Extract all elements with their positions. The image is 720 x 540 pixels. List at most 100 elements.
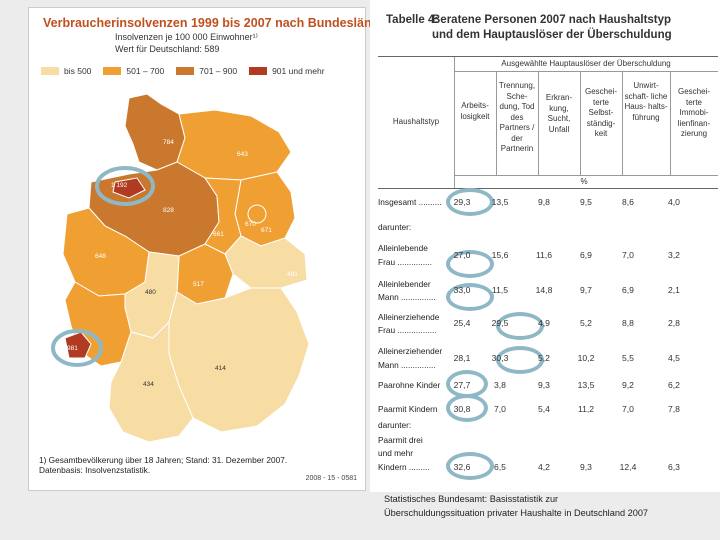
highlight-ring [496,312,544,340]
map-subtitle: Insolvenzen je 100 000 Einwohner¹⁾ [115,32,258,42]
table-cell: 9,3 [538,380,550,390]
table-cell: 4,2 [538,462,550,472]
table-cell: 9,5 [580,197,592,207]
highlight-ring [446,250,494,278]
table-header: Ausgewählte Hauptauslöser der Überschuld… [378,56,718,189]
region-value-sachsen-anhalt: 661 [213,231,224,238]
row-label: Insgesamt .......... [378,197,442,207]
table-cell: 5,2 [538,353,550,363]
map-figure-code: 2008 - 15 - 0581 [305,475,357,482]
table-cell: 7,0 [494,404,506,414]
table-cell: 11,2 [577,404,595,414]
row-label: Alleinlebender [378,279,431,289]
column-header: Unwirt- schaft- liche Haus- halts- führu… [624,81,668,122]
highlight-ring [446,283,494,311]
legend-item: bis 500 [41,66,91,76]
legend-swatch [249,67,268,75]
table-divider [454,71,718,72]
table-cell: 5,4 [538,404,550,414]
table-cell: 11,5 [491,285,509,295]
region-value-brandenburg: 671 [261,227,272,234]
highlight-ring-saarland [51,329,103,367]
region-value-saarland: 981 [67,345,78,352]
column-header: Arbeits- losigkeit [460,101,490,121]
table-divider [454,175,718,176]
row-label: Paarmit drei [378,435,423,445]
row-label: Frau ............... [378,257,432,267]
table-cell: 12,4 [619,462,637,472]
row-label: Paarohne Kinder [378,380,441,390]
table-cell: 9,2 [622,380,634,390]
row-label: Alleinlebende [378,243,428,253]
table-cell: 5,2 [580,318,592,328]
region-value-hessen: 480 [145,289,156,296]
table-cell: 14,8 [535,285,553,295]
table-cell: 27,7 [453,380,471,390]
table-figure: Tabelle 4: Beratene Personen 2007 nach H… [370,0,720,492]
row-label: Mann ............... [378,292,436,302]
legend-label: 701 – 900 [199,66,238,76]
region-value-nordrhein-westfalen: 648 [95,253,106,260]
region-value-niedersachsen: 828 [163,207,174,214]
row-label: darunter: [378,420,412,430]
column-header: Geschei- terte Immobi- lienfinan- zierun… [677,87,711,138]
region-value-mecklenburg-vorpommern: 643 [237,151,248,158]
map-national-value: Wert für Deutschland: 589 [115,44,220,54]
legend-item: 901 und mehr [249,66,325,76]
highlight-ring [446,188,494,216]
legend-swatch [176,67,195,75]
unit-label: % [580,177,588,186]
table-cell: 30,8 [453,404,471,414]
table-cell: 27,0 [453,250,471,260]
table-cell: 11,6 [535,250,553,260]
region-value-baden-wuerttemberg: 434 [143,381,154,388]
legend-label: 901 und mehr [272,66,325,76]
row-label: Alleinerziehender [378,346,443,356]
legend-item: 701 – 900 [176,66,237,76]
table-cell: 4,5 [668,353,680,363]
row-label: und mehr [378,448,414,458]
table-cell: 4,9 [538,318,550,328]
row-label: Paarmit Kindern [378,404,438,414]
region-berlin [247,204,267,224]
map-data-source: Datenbasis: Insolvenzstatistik. [39,465,151,475]
source-caption: Statistisches Bundesamt: Basisstatistik … [384,494,559,504]
column-header: Geschei- terte Selbst- ständig- keit [584,87,617,138]
table-cell: 9,8 [538,197,550,207]
table-cell: 8,6 [622,197,634,207]
table-cell: 7,0 [622,250,634,260]
table-cell: 6,9 [622,285,634,295]
map-figure: Verbraucherinsolvenzen 1999 bis 2007 nac… [28,7,399,491]
group-header: Ausgewählte Hauptauslöser der Überschuld… [501,59,671,68]
table-cell: 7,8 [668,404,680,414]
table-cell: 28,1 [453,353,471,363]
table-cell: 4,0 [668,197,680,207]
table-cell: 5,5 [622,353,634,363]
column-header: Erkran- kung, Sucht, Unfall [545,93,573,134]
highlight-ring [446,452,494,480]
region-mecklenburg-vorpommern [176,109,292,181]
table-title-line2: und dem Hauptauslöser der Überschuldung [432,29,672,41]
map-legend: bis 500 501 – 700 701 – 900 901 und mehr [41,66,325,76]
table-cell: 32,6 [453,462,471,472]
table-cell: 9,3 [580,462,592,472]
table-divider [580,71,581,175]
row-label: darunter: [378,222,412,232]
region-value-bayern: 414 [215,365,226,372]
map-footnote: 1) Gesamtbevölkerung über 18 Jahren; Sta… [39,455,288,465]
legend-item: 501 – 700 [103,66,164,76]
table-cell: 25,4 [453,318,471,328]
region-value-schleswig-holstein: 784 [163,139,174,146]
highlight-ring [446,394,488,422]
table-cell: 3,8 [494,380,506,390]
legend-label: 501 – 700 [126,66,165,76]
table-cell: 6,9 [580,250,592,260]
table-cell: 6,3 [668,462,680,472]
row-header: Haushaltstyp [392,117,440,126]
table-divider [622,71,623,175]
region-value-bremen: 1 192 [111,182,128,189]
highlight-ring-bremen [95,166,155,206]
table-divider [670,71,671,175]
region-value-thueringen: 517 [193,281,204,288]
